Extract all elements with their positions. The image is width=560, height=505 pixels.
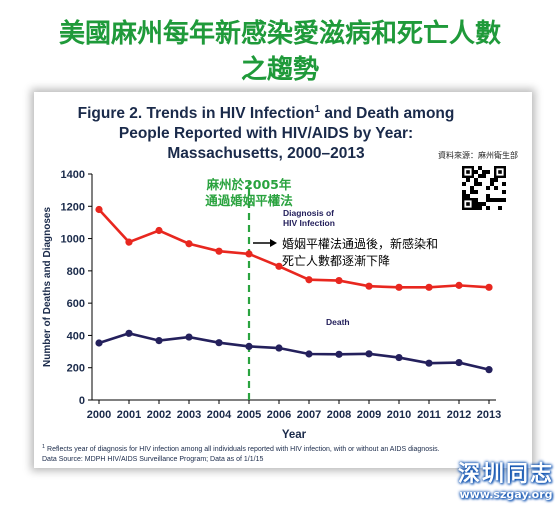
x-tick-label: 2007 bbox=[297, 409, 321, 421]
series-0-point bbox=[335, 276, 343, 285]
x-tick-label: 2001 bbox=[117, 409, 141, 421]
series-layer bbox=[95, 205, 493, 374]
figure-title-line1: Figure 2. Trends in HIV Infection1 and D… bbox=[78, 104, 455, 122]
x-tick-label: 2009 bbox=[357, 409, 381, 421]
x-tick-label: 2013 bbox=[477, 409, 501, 421]
source-zh: 資料來源：麻州衛生部 bbox=[438, 150, 518, 160]
x-axis-label: Year bbox=[282, 429, 307, 441]
series-1-point bbox=[185, 333, 193, 341]
footnote-line1: 1 Reflects year of diagnosis for HIV inf… bbox=[42, 444, 440, 453]
x-ticks: 2000 2001 2002 2003 2004 2005 2006 2007 2008 2009… bbox=[87, 400, 501, 421]
chart-svg: Figure 2. Trends in HIV Infection1 and D… bbox=[42, 104, 518, 463]
series-1-point bbox=[125, 329, 133, 337]
series-0-point bbox=[395, 283, 403, 291]
series-1-point bbox=[155, 336, 163, 345]
y-axis-label: Number of Deaths and Diagnoses bbox=[42, 207, 53, 367]
series-1-point bbox=[395, 353, 403, 362]
y-tick-label: 800 bbox=[67, 266, 85, 278]
series-0-point bbox=[455, 281, 463, 289]
watermark: 深圳同志 www.szgay.org bbox=[458, 456, 554, 501]
y-tick-label: 400 bbox=[67, 330, 85, 342]
watermark-main: 深圳同志 bbox=[457, 462, 554, 487]
series-0-point bbox=[365, 282, 373, 290]
series-1-point bbox=[305, 350, 313, 358]
series-label-diagnosis-line1: Diagnosis of bbox=[283, 208, 334, 218]
y-tick-label: 1000 bbox=[61, 234, 85, 246]
series-1-point bbox=[455, 358, 463, 367]
x-tick-label: 2011 bbox=[417, 409, 441, 421]
note-arrow-icon bbox=[270, 239, 277, 247]
policy-label-line1: 麻州於2005年 bbox=[206, 177, 292, 192]
series-0-point bbox=[155, 226, 163, 235]
series-1-point bbox=[365, 350, 373, 358]
figure-title-line3: Massachusetts, 2000–2013 bbox=[167, 145, 365, 162]
x-tick-label: 2008 bbox=[327, 409, 351, 421]
series-1-point bbox=[485, 366, 493, 374]
note-line2: 死亡人數都逐漸下降 bbox=[282, 254, 390, 268]
series-0-point bbox=[215, 247, 223, 255]
series-label-diagnosis-line2: HIV Infection bbox=[283, 218, 335, 228]
series-0-point bbox=[425, 283, 433, 291]
x-tick-label: 2004 bbox=[207, 409, 232, 421]
figure-card: Figure 2. Trends in HIV Infection1 and D… bbox=[34, 92, 532, 468]
footnote-line2: Data Source: MDPH HIV/AIDS Surveillance … bbox=[42, 456, 263, 463]
y-tick-label: 1200 bbox=[61, 201, 85, 213]
x-tick-label: 2012 bbox=[447, 409, 471, 421]
x-tick-label: 2010 bbox=[387, 409, 411, 421]
series-1-point bbox=[215, 339, 223, 347]
watermark-url: www.szgay.org bbox=[459, 488, 553, 501]
series-1-point bbox=[275, 344, 283, 352]
series-1-point bbox=[95, 339, 103, 347]
series-0-point bbox=[485, 283, 493, 291]
x-tick-label: 2006 bbox=[267, 409, 291, 421]
y-ticks: 0 200 400 600 800 1000 1200 1400 bbox=[61, 169, 92, 407]
series-0-point bbox=[95, 205, 103, 214]
x-tick-label: 2000 bbox=[87, 409, 111, 421]
series-line-0 bbox=[98, 208, 490, 289]
series-label-death: Death bbox=[326, 317, 350, 327]
series-1-point bbox=[335, 350, 343, 358]
x-tick-label: 2002 bbox=[147, 409, 171, 421]
series-line-1 bbox=[98, 331, 490, 371]
y-tick-label: 200 bbox=[67, 363, 85, 375]
x-tick-label: 2003 bbox=[177, 409, 201, 421]
series-0-point bbox=[275, 262, 283, 270]
series-0-point bbox=[125, 238, 133, 246]
series-1-point bbox=[425, 359, 433, 367]
header-title-line1: 美國麻州每年新感染愛滋病和死亡人數 bbox=[58, 19, 501, 49]
header-title-line2: 之趨勢 bbox=[240, 55, 319, 85]
policy-label-line2: 通過婚姻平權法 bbox=[205, 193, 293, 208]
y-tick-label: 1400 bbox=[61, 169, 85, 181]
qr-code-icon bbox=[462, 166, 506, 210]
y-tick-label: 0 bbox=[79, 395, 85, 407]
series-0-point bbox=[305, 276, 313, 284]
x-tick-label: 2005 bbox=[237, 409, 261, 421]
note-line1: 婚姻平權法通過後，新感染和 bbox=[282, 236, 438, 251]
figure-title-line2: People Reported with HIV/AIDS by Year: bbox=[119, 125, 413, 142]
series-1-point bbox=[245, 342, 253, 351]
series-0-point bbox=[185, 240, 193, 248]
series-0-point bbox=[245, 250, 253, 258]
y-tick-label: 600 bbox=[67, 298, 85, 310]
